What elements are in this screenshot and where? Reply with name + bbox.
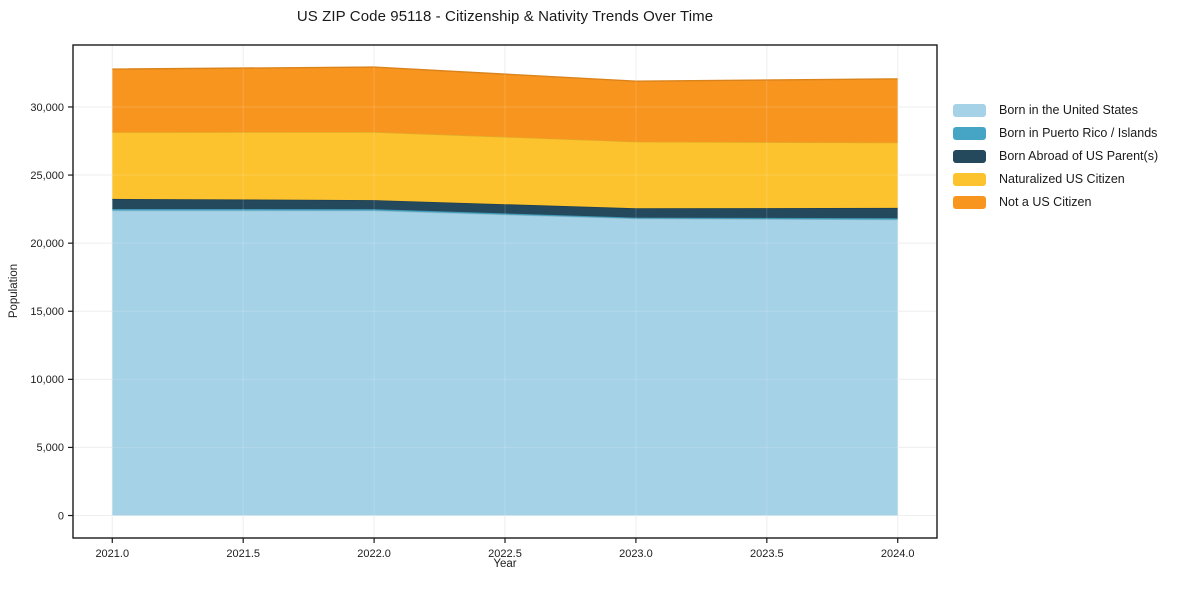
svg-text:2022.5: 2022.5 [488, 548, 522, 560]
svg-text:0: 0 [58, 510, 64, 522]
legend-item: Born in the United States [953, 103, 1158, 117]
legend-item: Not a US Citizen [953, 195, 1158, 209]
svg-text:25,000: 25,000 [30, 170, 64, 182]
svg-text:2023.5: 2023.5 [750, 548, 784, 560]
chart-title: US ZIP Code 95118 - Citizenship & Nativi… [296, 8, 714, 25]
legend-item: Naturalized US Citizen [953, 172, 1158, 186]
svg-text:2021.0: 2021.0 [95, 548, 129, 560]
legend-label: Naturalized US Citizen [999, 172, 1125, 186]
svg-text:2023.0: 2023.0 [619, 548, 653, 560]
svg-text:15,000: 15,000 [30, 306, 64, 318]
svg-text:30,000: 30,000 [30, 102, 64, 114]
svg-text:20,000: 20,000 [30, 238, 64, 250]
legend-label: Born in the United States [999, 103, 1138, 117]
svg-text:2022.0: 2022.0 [357, 548, 391, 560]
legend: Born in the United States Born in Puerto… [953, 103, 1158, 209]
svg-text:5,000: 5,000 [36, 442, 64, 454]
legend-item: Born Abroad of US Parent(s) [953, 149, 1158, 163]
legend-swatch-born-us [953, 103, 986, 117]
svg-text:2021.5: 2021.5 [226, 548, 260, 560]
legend-item: Born in Puerto Rico / Islands [953, 126, 1158, 140]
legend-label: Born Abroad of US Parent(s) [999, 149, 1159, 163]
legend-swatch-naturalized [953, 172, 986, 186]
legend-swatch-puerto-rico [953, 126, 986, 140]
legend-label: Not a US Citizen [999, 195, 1092, 209]
legend-swatch-not-citizen [953, 195, 986, 209]
svg-text:2024.0: 2024.0 [881, 548, 915, 560]
legend-swatch-born-abroad [953, 149, 986, 163]
x-axis-label: Year [493, 558, 517, 570]
svg-text:10,000: 10,000 [30, 374, 64, 386]
y-axis-label: Population [8, 263, 20, 319]
legend-label: Born in Puerto Rico / Islands [999, 126, 1158, 140]
